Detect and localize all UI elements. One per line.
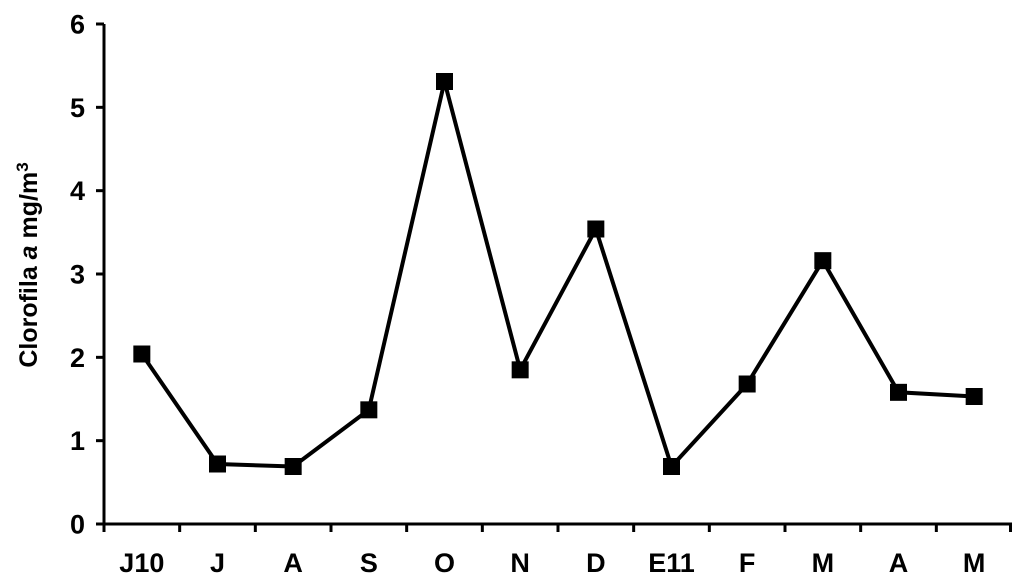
x-tick-label: S — [360, 548, 378, 578]
y-axis-title: Clorofila a mg/m3 — [13, 162, 43, 367]
data-point-marker — [890, 383, 907, 401]
data-point-marker — [663, 458, 680, 475]
data-point-marker — [284, 458, 302, 475]
y-tick-label: 3 — [70, 260, 85, 290]
data-point-marker — [511, 361, 529, 379]
y-tick-label: 4 — [70, 176, 85, 206]
data-point-marker — [965, 388, 983, 405]
data-point-marker — [738, 375, 756, 393]
y-tick-label: 0 — [70, 510, 85, 540]
x-tick-label: M — [963, 548, 986, 578]
x-tick-label: A — [283, 548, 303, 578]
data-point-marker — [436, 73, 453, 90]
axes — [102, 24, 1012, 526]
y-tick-label: 2 — [70, 343, 85, 373]
y-axis-title-italic: a — [15, 245, 43, 259]
x-tick-label: D — [586, 548, 606, 578]
y-ticks: 0 1 2 3 4 5 6 — [70, 10, 104, 540]
y-tick-label: 1 — [70, 426, 85, 456]
x-ticks: J10 J A S O N D E11 F M A M — [102, 524, 1012, 578]
data-point-marker — [133, 345, 151, 363]
x-tick-label: A — [889, 548, 909, 578]
x-tick-label: N — [510, 548, 530, 578]
y-tick-label: 6 — [70, 10, 85, 40]
x-tick-label: J10 — [119, 548, 164, 578]
data-point-marker — [360, 401, 378, 419]
x-tick-label: J — [210, 548, 225, 578]
y-axis-title-superscript: 3 — [13, 162, 32, 171]
series-line — [140, 80, 975, 471]
y-tick-label: 5 — [70, 93, 85, 123]
data-point-marker — [587, 220, 605, 238]
x-tick-label: O — [434, 548, 455, 578]
data-point-marker — [209, 455, 226, 473]
y-axis-title-prefix: Clorofila — [15, 259, 43, 367]
x-tick-label: E11 — [648, 548, 695, 578]
x-tick-label: M — [812, 548, 835, 578]
y-axis-title-unit: mg/m — [15, 172, 43, 246]
y-axis-title-group: Clorofila a mg/m3 — [13, 162, 43, 367]
series — [133, 73, 983, 475]
data-point-marker — [814, 252, 832, 270]
x-tick-label: F — [739, 548, 756, 578]
